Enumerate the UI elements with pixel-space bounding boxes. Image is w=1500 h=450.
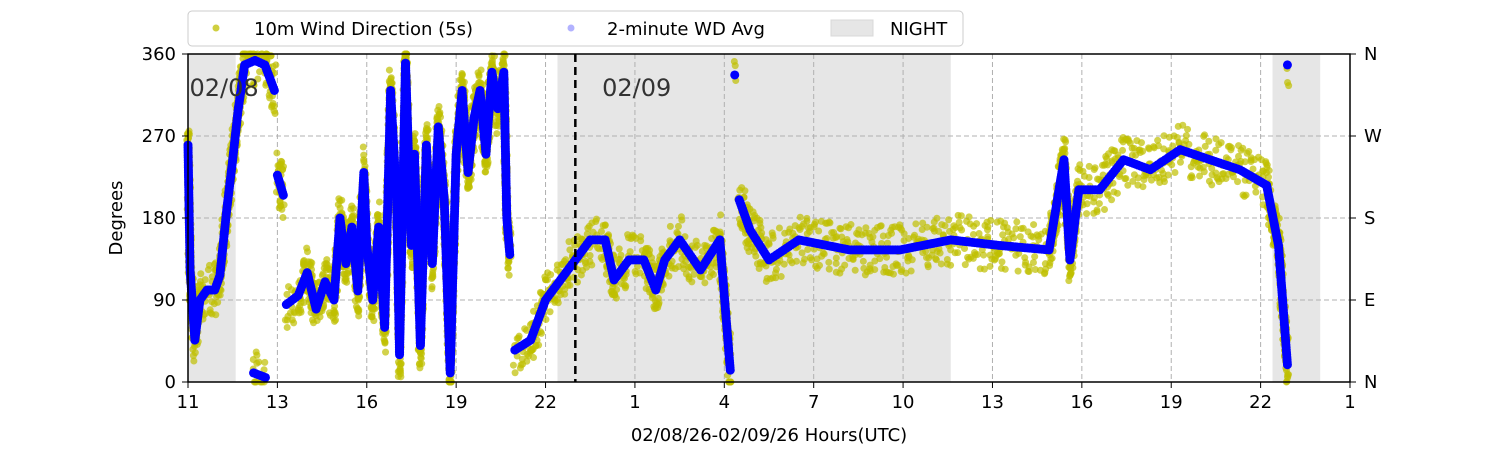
- raw-point: [279, 214, 287, 222]
- raw-point: [270, 102, 278, 110]
- raw-point: [212, 311, 220, 319]
- raw-point: [371, 305, 379, 313]
- raw-point: [273, 149, 281, 157]
- raw-point: [278, 205, 286, 213]
- raw-point: [303, 244, 311, 252]
- raw-point: [460, 78, 468, 86]
- raw-point: [500, 60, 508, 68]
- raw-point: [271, 110, 279, 118]
- raw-point: [458, 72, 466, 80]
- raw-point: [283, 323, 291, 331]
- raw-point: [342, 276, 350, 284]
- raw-point: [338, 196, 346, 204]
- raw-point: [428, 285, 436, 293]
- raw-point: [484, 158, 492, 166]
- raw-point: [382, 348, 390, 356]
- raw-point: [300, 299, 308, 307]
- raw-point: [254, 75, 262, 83]
- raw-point: [250, 81, 258, 89]
- raw-point: [253, 359, 261, 367]
- raw-point: [374, 211, 382, 219]
- raw-point: [201, 276, 209, 284]
- raw-point: [256, 68, 264, 76]
- raw-point: [348, 213, 356, 221]
- raw-point: [191, 349, 199, 357]
- raw-point: [375, 198, 383, 206]
- raw-point: [355, 306, 363, 314]
- raw-point: [477, 79, 485, 87]
- raw-point: [290, 319, 298, 327]
- raw-point: [397, 367, 405, 375]
- raw-point: [350, 204, 358, 212]
- raw-point: [279, 165, 287, 173]
- raw-point: [283, 290, 291, 298]
- raw-point: [477, 66, 485, 74]
- raw-point: [368, 313, 376, 321]
- raw-point: [190, 357, 198, 365]
- raw-point: [493, 130, 501, 138]
- raw-point: [272, 61, 280, 69]
- raw-point: [355, 312, 363, 320]
- raw-point: [396, 360, 404, 368]
- raw-point: [253, 351, 261, 359]
- raw-point: [323, 256, 331, 264]
- raw-point: [422, 126, 430, 134]
- raw-point: [197, 270, 205, 278]
- raw-point: [261, 358, 269, 366]
- raw-point: [380, 335, 388, 343]
- raw-point: [385, 66, 393, 74]
- raw-point: [331, 302, 339, 310]
- raw-point: [316, 313, 324, 321]
- raw-point: [214, 298, 222, 306]
- raw-point: [206, 306, 214, 314]
- raw-point: [355, 294, 363, 302]
- raw-point: [435, 102, 443, 110]
- raw-point: [297, 306, 305, 314]
- raw-point: [360, 156, 368, 164]
- raw-point: [428, 275, 436, 283]
- raw-point: [332, 316, 340, 324]
- raw-point: [475, 72, 483, 80]
- raw-point: [359, 143, 367, 151]
